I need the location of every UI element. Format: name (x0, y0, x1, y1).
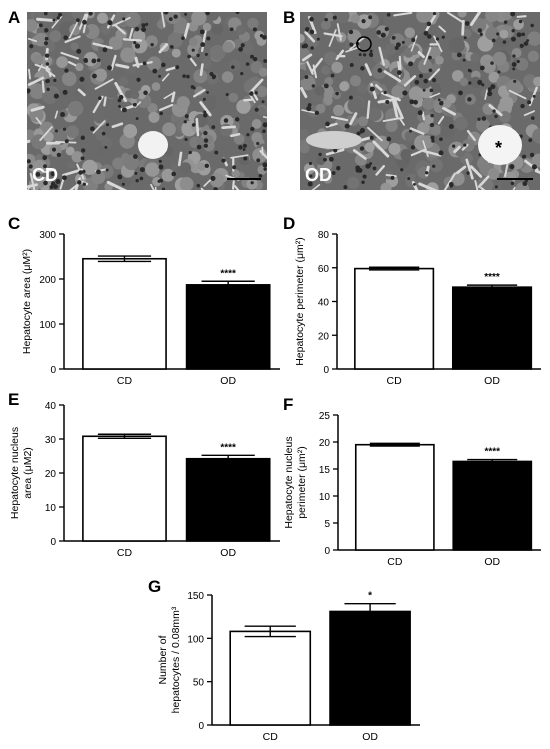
panel-letter-b: B (283, 8, 296, 27)
scale-bar-b (497, 178, 533, 180)
panel-letter-f: F (283, 395, 294, 414)
y-tick-label: 15 (319, 465, 331, 476)
bar-cd (82, 257, 167, 370)
error-bar (466, 284, 518, 288)
y-axis-label: area (μM2) (22, 447, 34, 499)
category-label-od: OD (484, 375, 500, 387)
bar-cd (82, 435, 167, 542)
bar-cd (229, 630, 312, 726)
significance-marker: **** (484, 447, 500, 458)
category-label-cd: CD (117, 547, 133, 559)
bar-cd (354, 267, 435, 370)
error-bar (244, 625, 296, 638)
y-tick-label: 0 (50, 365, 56, 376)
chart-g: 0 50 100 150 Number of hepatocytes / 0.08mm³ C… (157, 591, 420, 743)
significance-marker: **** (220, 268, 236, 279)
category-label-cd: CD (117, 375, 133, 387)
panel-letter-g: G (148, 577, 162, 596)
micrograph-label-od: OD (305, 165, 332, 185)
y-tick-label: 60 (318, 264, 330, 275)
y-tick-label: 0 (323, 365, 329, 376)
error-bar (97, 255, 152, 263)
bar-od (452, 460, 533, 551)
bar-od (329, 610, 411, 726)
panel-letter-a: A (8, 8, 21, 27)
error-bar (368, 266, 420, 271)
y-tick-label: 20 (45, 469, 57, 480)
micrograph-od: * OD (300, 12, 540, 190)
significance-marker: **** (220, 442, 236, 453)
category-label-cd: CD (387, 375, 403, 387)
y-tick-label: 80 (318, 230, 330, 241)
y-tick-label: 25 (319, 411, 331, 422)
y-axis-label: Hepatocyte area (μM²) (21, 249, 33, 354)
y-tick-label: 100 (187, 634, 204, 645)
y-axis-label: perimeter (μm²) (296, 446, 308, 519)
y-tick-label: 50 (193, 678, 205, 689)
chart-d: 0 20 40 60 80 Hepatocyte perimeter (μm²) CD ***… (294, 230, 541, 387)
y-axis-label: Hepatocyte perimeter (μm²) (294, 237, 306, 366)
tissue-texture-b: * (300, 12, 540, 190)
y-tick-label: 5 (324, 519, 330, 530)
panel-letter-e: E (8, 390, 20, 409)
y-axis-label: Hepatocyte nucleus (283, 436, 295, 528)
y-tick-label: 0 (324, 546, 330, 557)
error-bar (201, 280, 255, 285)
bar-od (185, 457, 271, 542)
y-tick-label: 10 (319, 492, 331, 503)
scale-bar-a (227, 178, 261, 180)
error-bar (369, 442, 420, 447)
bar-cd (354, 443, 435, 551)
y-tick-label: 20 (319, 438, 331, 449)
y-tick-label: 100 (39, 320, 56, 331)
error-bar (97, 433, 152, 440)
y-tick-label: 10 (45, 503, 57, 514)
y-tick-label: 200 (39, 275, 56, 286)
micrograph-label-cd: CD (32, 165, 58, 185)
category-label-od: OD (362, 731, 378, 743)
y-tick-label: 0 (50, 537, 56, 548)
category-label-cd: CD (387, 556, 403, 568)
bar-od (185, 284, 271, 370)
y-axis-label: Hepatocyte nucleus (9, 427, 21, 519)
panel-letter-d: D (283, 214, 296, 233)
significance-marker: * (368, 591, 372, 602)
chart-f: 0 5 10 15 20 25 Hepatocyte nucleus perimeter (μ… (283, 411, 541, 568)
category-label-od: OD (220, 547, 236, 559)
y-tick-label: 0 (198, 721, 204, 732)
error-bar (467, 458, 518, 462)
lumen-asterisk: * (495, 138, 502, 158)
bar-od (451, 286, 533, 370)
error-bar (201, 454, 255, 459)
chart-c: 0 100 200 300 Hepatocyte area (μM²) CD **** OD (21, 230, 280, 387)
y-tick-label: 40 (318, 298, 330, 309)
y-tick-label: 300 (39, 230, 56, 241)
tissue-texture-a (27, 12, 267, 190)
y-tick-label: 30 (45, 435, 57, 446)
micrograph-cd: CD (27, 12, 267, 190)
chart-e: 0 10 20 30 40 Hepatocyte nucleus area (μM2) CD *… (9, 401, 280, 559)
error-bar (344, 602, 396, 612)
significance-marker: **** (484, 272, 500, 283)
y-axis-label: Number of (157, 635, 169, 684)
y-tick-label: 20 (318, 331, 330, 342)
y-tick-label: 40 (45, 401, 57, 412)
category-label-od: OD (220, 375, 236, 387)
y-axis-label: hepatocytes / 0.08mm³ (170, 606, 182, 713)
category-label-cd: CD (263, 731, 279, 743)
category-label-od: OD (484, 556, 500, 568)
y-tick-label: 150 (187, 591, 204, 602)
panel-letter-c: C (8, 214, 21, 233)
